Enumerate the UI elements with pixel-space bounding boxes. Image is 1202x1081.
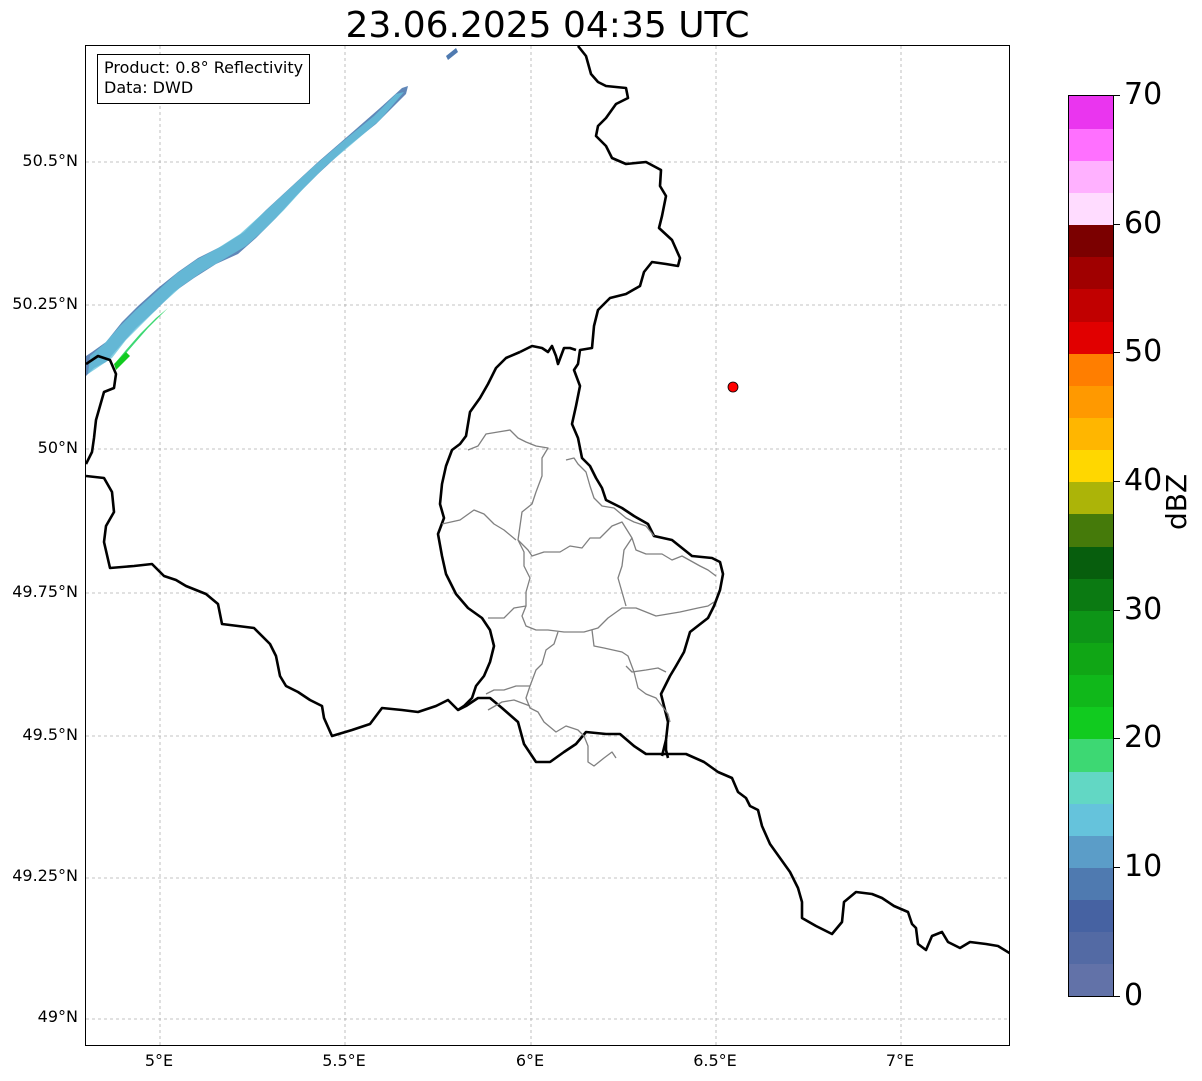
- radar-site-marker: [727, 381, 739, 393]
- colorbar-tick-mark: [1114, 95, 1120, 96]
- colorbar-segment: [1069, 899, 1113, 933]
- colorbar-segment: [1069, 963, 1113, 996]
- colorbar-segment: [1069, 867, 1113, 901]
- radar-echoes: [86, 48, 458, 376]
- y-tick-label: 50°N: [37, 438, 78, 457]
- colorbar-segment: [1069, 160, 1113, 194]
- x-tick-label: 5.5°E: [322, 1051, 366, 1070]
- colorbar-segment: [1069, 128, 1113, 161]
- colorbar-tick-mark: [1114, 481, 1120, 482]
- colorbar-segment: [1069, 931, 1113, 965]
- y-tick-label: 49.75°N: [12, 582, 78, 601]
- x-tick-label: 7°E: [885, 1051, 915, 1070]
- colorbar-tick-mark: [1114, 610, 1120, 611]
- data-source-label: Data: DWD: [104, 78, 194, 97]
- colorbar-tick-mark: [1114, 224, 1120, 225]
- colorbar-segment: [1069, 610, 1113, 644]
- colorbar-tick-label: 30: [1124, 592, 1163, 627]
- country-borders: [86, 46, 1009, 955]
- colorbar-segment: [1069, 353, 1113, 386]
- gridlines: [86, 46, 1009, 1045]
- map-canvas: [86, 46, 1009, 1045]
- y-tick-label: 49.5°N: [22, 725, 78, 744]
- y-tick-label: 49.25°N: [12, 866, 78, 885]
- colorbar-tick-label: 60: [1124, 206, 1163, 241]
- colorbar-tick-mark: [1114, 352, 1120, 353]
- colorbar-segment: [1069, 385, 1113, 419]
- district-borders: [441, 429, 717, 767]
- x-tick-label: 6.5°E: [693, 1051, 737, 1070]
- product-info-box: Product: 0.8° Reflectivity Data: DWD: [97, 54, 311, 104]
- colorbar-segment: [1069, 481, 1113, 515]
- colorbar-segment: [1069, 96, 1113, 129]
- colorbar-segment: [1069, 256, 1113, 290]
- colorbar-tick-label: 0: [1124, 978, 1144, 1013]
- colorbar-segment: [1069, 674, 1113, 708]
- colorbar-segment: [1069, 578, 1113, 611]
- map-title: 23.06.2025 04:35 UTC: [345, 5, 750, 46]
- colorbar-tick-label: 40: [1124, 463, 1163, 498]
- colorbar-segment: [1069, 321, 1113, 354]
- colorbar-segment: [1069, 417, 1113, 451]
- colorbar-segment: [1069, 803, 1113, 836]
- colorbar-segment: [1069, 835, 1113, 869]
- colorbar-segment: [1069, 513, 1113, 547]
- colorbar-unit-label: dBZ: [1160, 473, 1193, 530]
- radar-map[interactable]: [85, 45, 1010, 1046]
- colorbar-tick-label: 10: [1124, 849, 1163, 884]
- colorbar-segment: [1069, 771, 1113, 804]
- y-tick-label: 50.25°N: [12, 294, 78, 313]
- colorbar-tick-label: 50: [1124, 334, 1163, 369]
- y-tick-label: 50.5°N: [22, 151, 78, 170]
- colorbar-tick-mark: [1114, 996, 1120, 997]
- colorbar-tick-mark: [1114, 867, 1120, 868]
- colorbar-segment: [1069, 706, 1113, 740]
- colorbar-segment: [1069, 192, 1113, 226]
- colorbar-segment: [1069, 546, 1113, 579]
- colorbar: [1068, 95, 1114, 997]
- colorbar-tick-label: 20: [1124, 720, 1163, 755]
- y-tick-label: 49°N: [37, 1007, 78, 1026]
- colorbar-segment: [1069, 738, 1113, 772]
- colorbar-segment: [1069, 224, 1113, 258]
- colorbar-tick-mark: [1114, 738, 1120, 739]
- colorbar-segment: [1069, 642, 1113, 676]
- colorbar-segment: [1069, 449, 1113, 483]
- x-tick-label: 6°E: [515, 1051, 545, 1070]
- product-label: Product: 0.8° Reflectivity: [104, 58, 304, 77]
- colorbar-segment: [1069, 288, 1113, 322]
- x-tick-label: 5°E: [144, 1051, 174, 1070]
- colorbar-tick-label: 70: [1124, 77, 1163, 112]
